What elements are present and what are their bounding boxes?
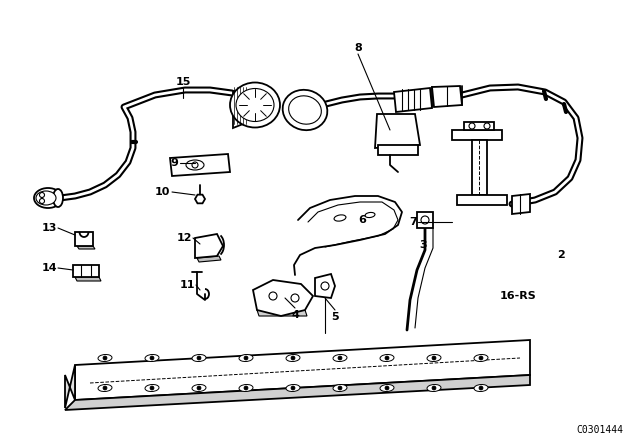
Polygon shape bbox=[452, 130, 502, 140]
Text: 4: 4 bbox=[291, 310, 299, 320]
Polygon shape bbox=[457, 195, 507, 205]
Ellipse shape bbox=[53, 189, 63, 207]
Circle shape bbox=[479, 386, 483, 390]
Polygon shape bbox=[315, 274, 335, 298]
Ellipse shape bbox=[34, 188, 62, 208]
Ellipse shape bbox=[98, 354, 112, 362]
Polygon shape bbox=[195, 195, 205, 203]
Circle shape bbox=[103, 356, 107, 360]
Ellipse shape bbox=[286, 354, 300, 362]
Circle shape bbox=[40, 193, 45, 198]
Polygon shape bbox=[75, 340, 530, 400]
Ellipse shape bbox=[365, 212, 375, 218]
Text: 15: 15 bbox=[175, 77, 191, 87]
Ellipse shape bbox=[236, 89, 274, 121]
Ellipse shape bbox=[230, 82, 280, 128]
Circle shape bbox=[244, 386, 248, 390]
Circle shape bbox=[484, 123, 490, 129]
Ellipse shape bbox=[380, 354, 394, 362]
Text: 8: 8 bbox=[354, 43, 362, 53]
Text: 3: 3 bbox=[419, 240, 427, 250]
Polygon shape bbox=[394, 88, 432, 112]
Polygon shape bbox=[73, 265, 99, 277]
Circle shape bbox=[385, 386, 389, 390]
Ellipse shape bbox=[334, 215, 346, 221]
Ellipse shape bbox=[145, 384, 159, 392]
Ellipse shape bbox=[192, 354, 206, 362]
Polygon shape bbox=[375, 114, 420, 148]
Circle shape bbox=[338, 356, 342, 360]
Ellipse shape bbox=[427, 384, 441, 392]
Polygon shape bbox=[195, 234, 223, 258]
Text: 9: 9 bbox=[170, 158, 178, 168]
Circle shape bbox=[150, 356, 154, 360]
Text: 11: 11 bbox=[179, 280, 195, 290]
Circle shape bbox=[192, 162, 198, 168]
Ellipse shape bbox=[286, 384, 300, 392]
Polygon shape bbox=[464, 122, 494, 130]
Ellipse shape bbox=[474, 354, 488, 362]
Polygon shape bbox=[75, 232, 93, 246]
Circle shape bbox=[291, 294, 299, 302]
Ellipse shape bbox=[289, 96, 321, 124]
Circle shape bbox=[244, 356, 248, 360]
Polygon shape bbox=[75, 277, 101, 281]
Ellipse shape bbox=[333, 354, 347, 362]
Ellipse shape bbox=[239, 354, 253, 362]
Ellipse shape bbox=[239, 384, 253, 392]
Ellipse shape bbox=[380, 384, 394, 392]
Circle shape bbox=[321, 282, 329, 290]
Polygon shape bbox=[65, 365, 75, 408]
Circle shape bbox=[197, 356, 201, 360]
Polygon shape bbox=[378, 145, 418, 155]
Polygon shape bbox=[512, 194, 530, 214]
Text: 14: 14 bbox=[42, 263, 57, 273]
Text: 6: 6 bbox=[358, 215, 366, 225]
Ellipse shape bbox=[186, 160, 204, 170]
Text: 16-RS: 16-RS bbox=[500, 291, 536, 301]
Polygon shape bbox=[170, 154, 230, 176]
Circle shape bbox=[291, 356, 295, 360]
Circle shape bbox=[150, 386, 154, 390]
Polygon shape bbox=[197, 256, 221, 262]
Polygon shape bbox=[472, 140, 487, 195]
Ellipse shape bbox=[36, 191, 56, 205]
Circle shape bbox=[338, 386, 342, 390]
Circle shape bbox=[269, 292, 277, 300]
Ellipse shape bbox=[192, 384, 206, 392]
Ellipse shape bbox=[98, 384, 112, 392]
Ellipse shape bbox=[474, 384, 488, 392]
Ellipse shape bbox=[145, 354, 159, 362]
Polygon shape bbox=[432, 86, 462, 107]
Ellipse shape bbox=[427, 354, 441, 362]
Circle shape bbox=[432, 386, 436, 390]
Text: 10: 10 bbox=[155, 187, 170, 197]
Text: 13: 13 bbox=[42, 223, 57, 233]
Text: 7: 7 bbox=[409, 217, 417, 227]
Text: C0301444: C0301444 bbox=[577, 425, 623, 435]
Polygon shape bbox=[77, 246, 95, 249]
Ellipse shape bbox=[333, 384, 347, 392]
Polygon shape bbox=[253, 280, 313, 316]
Circle shape bbox=[469, 123, 475, 129]
Circle shape bbox=[103, 386, 107, 390]
Circle shape bbox=[385, 356, 389, 360]
Circle shape bbox=[40, 198, 45, 203]
Circle shape bbox=[197, 386, 201, 390]
Text: 12: 12 bbox=[177, 233, 192, 243]
Ellipse shape bbox=[283, 90, 327, 130]
Polygon shape bbox=[257, 310, 307, 316]
Circle shape bbox=[421, 216, 429, 224]
Polygon shape bbox=[417, 212, 433, 228]
Polygon shape bbox=[65, 375, 530, 410]
Text: 5: 5 bbox=[331, 312, 339, 322]
Text: 2: 2 bbox=[557, 250, 565, 260]
Circle shape bbox=[479, 356, 483, 360]
Circle shape bbox=[291, 386, 295, 390]
Circle shape bbox=[432, 356, 436, 360]
Polygon shape bbox=[233, 85, 248, 128]
